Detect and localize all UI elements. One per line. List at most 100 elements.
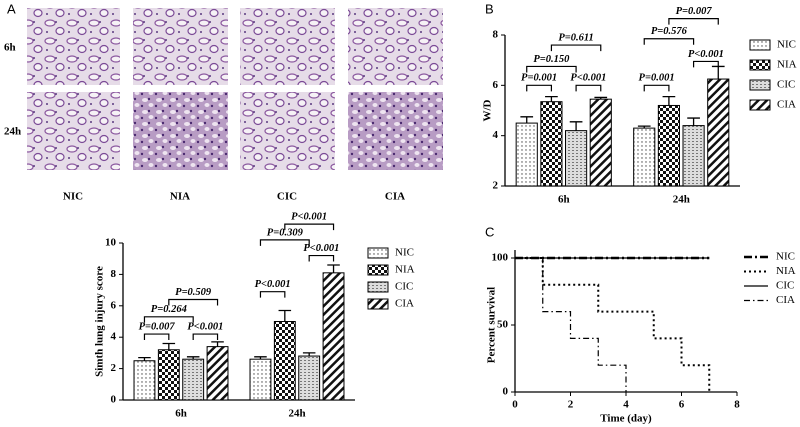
legend-label: CIA bbox=[777, 99, 796, 111]
x-tick-label: 6 bbox=[679, 399, 685, 411]
p-value-annotation: P<0.001 bbox=[255, 279, 291, 290]
error-bar bbox=[520, 116, 534, 124]
column-label: CIC bbox=[277, 191, 297, 203]
x-tick-label: 4 bbox=[623, 399, 629, 411]
p-value-annotation: P=0.007 bbox=[676, 6, 713, 17]
legend-label: NIA bbox=[776, 265, 796, 277]
bar bbox=[515, 122, 538, 187]
row-label: 24h bbox=[4, 126, 21, 138]
panel-label: A bbox=[7, 1, 16, 16]
legend-label: NIC bbox=[395, 247, 414, 259]
p-value-annotation: P=0.001 bbox=[521, 73, 557, 84]
bar bbox=[565, 130, 588, 187]
histology-images bbox=[27, 8, 443, 170]
significance-bracket bbox=[668, 18, 719, 25]
column-label: NIA bbox=[170, 191, 190, 203]
y-axis-label: Simth lung injury score bbox=[94, 266, 106, 377]
significance-bracket bbox=[284, 223, 335, 231]
bar bbox=[322, 272, 345, 401]
error-bar bbox=[687, 117, 700, 126]
micrograph bbox=[348, 92, 443, 170]
legend-swatch bbox=[367, 298, 389, 310]
micrograph bbox=[27, 92, 120, 170]
significance-bracket bbox=[259, 291, 286, 298]
micrograph bbox=[133, 92, 228, 170]
legend-swatch bbox=[749, 79, 771, 91]
y-tick-label: 8 bbox=[111, 268, 117, 280]
legend-swatch bbox=[749, 59, 771, 71]
row-label: 6h bbox=[4, 42, 16, 54]
y-tick-label: 0 bbox=[111, 394, 117, 406]
error-bar bbox=[545, 96, 558, 102]
error-bar bbox=[711, 65, 725, 80]
bar bbox=[273, 321, 296, 401]
significance-bracket bbox=[692, 60, 719, 68]
legend-swatch bbox=[367, 264, 389, 276]
y-axis-label: W/D bbox=[482, 99, 494, 121]
y-tick-label: 8 bbox=[493, 29, 499, 41]
bar bbox=[249, 358, 272, 401]
legend-label: NIA bbox=[777, 59, 797, 71]
significance-bracket bbox=[643, 84, 670, 92]
y-axis-label: Percent survival bbox=[486, 287, 498, 363]
x-axis-label: Time (day) bbox=[600, 413, 652, 425]
bar bbox=[682, 125, 705, 187]
x-tick-label: 24h bbox=[288, 408, 305, 420]
error-bar bbox=[637, 125, 651, 129]
y-tick-label: 100 bbox=[492, 252, 509, 264]
panel-label: B bbox=[485, 1, 494, 16]
significance-bracket bbox=[526, 84, 553, 92]
significance-bracket bbox=[575, 84, 602, 92]
error-bar bbox=[278, 309, 292, 322]
legend-label: CIC bbox=[395, 281, 413, 293]
p-value-annotation: P=0.509 bbox=[175, 287, 212, 298]
legend-swatch bbox=[367, 247, 389, 259]
error-bar bbox=[254, 356, 267, 360]
legend-label: CIA bbox=[776, 294, 795, 306]
legend-swatch bbox=[367, 281, 389, 293]
error-bar bbox=[594, 96, 608, 100]
x-tick-label: 2 bbox=[568, 399, 574, 411]
x-tick-label: 6h bbox=[558, 194, 570, 206]
legend-label: NIC bbox=[776, 251, 795, 263]
legend-label: CIC bbox=[776, 280, 794, 292]
y-tick-label: 2 bbox=[493, 180, 499, 192]
significance-bracket bbox=[308, 254, 335, 262]
significance-bracket bbox=[259, 239, 310, 246]
p-value-annotation: P=0.264 bbox=[151, 304, 187, 315]
column-label: NIC bbox=[63, 191, 83, 203]
y-tick-label: 2 bbox=[111, 362, 117, 374]
p-value-annotation: P=0.001 bbox=[639, 73, 675, 84]
bar bbox=[540, 101, 563, 187]
error-bar bbox=[162, 342, 176, 350]
micrograph bbox=[348, 8, 443, 85]
error-bar bbox=[327, 264, 340, 273]
y-tick-label: 4 bbox=[493, 129, 499, 141]
p-value-annotation: P<0.001 bbox=[291, 212, 327, 223]
bar bbox=[589, 98, 612, 187]
x-tick-label: 0 bbox=[512, 399, 518, 411]
significance-bracket bbox=[550, 44, 602, 52]
significance-bracket bbox=[526, 65, 577, 73]
micrograph bbox=[133, 8, 228, 85]
significance-bracket bbox=[143, 333, 170, 341]
error-bar bbox=[138, 356, 151, 361]
p-value-annotation: P<0.001 bbox=[187, 321, 223, 332]
legend-swatch bbox=[749, 39, 771, 51]
x-tick-label: 8 bbox=[734, 399, 740, 411]
y-tick-label: 4 bbox=[111, 331, 117, 343]
legend-swatch bbox=[749, 99, 771, 111]
p-value-annotation: P=0.611 bbox=[558, 32, 593, 43]
p-value-annotation: P=0.150 bbox=[533, 54, 570, 65]
bar bbox=[206, 346, 229, 401]
legend-label: CIA bbox=[395, 298, 414, 310]
bar bbox=[298, 355, 321, 401]
p-value-annotation: P=0.007 bbox=[139, 321, 176, 332]
y-tick-label: 10 bbox=[105, 237, 117, 249]
bar bbox=[633, 127, 656, 187]
micrograph bbox=[27, 8, 120, 85]
significance-bracket bbox=[192, 333, 219, 341]
significance-bracket bbox=[168, 298, 219, 306]
